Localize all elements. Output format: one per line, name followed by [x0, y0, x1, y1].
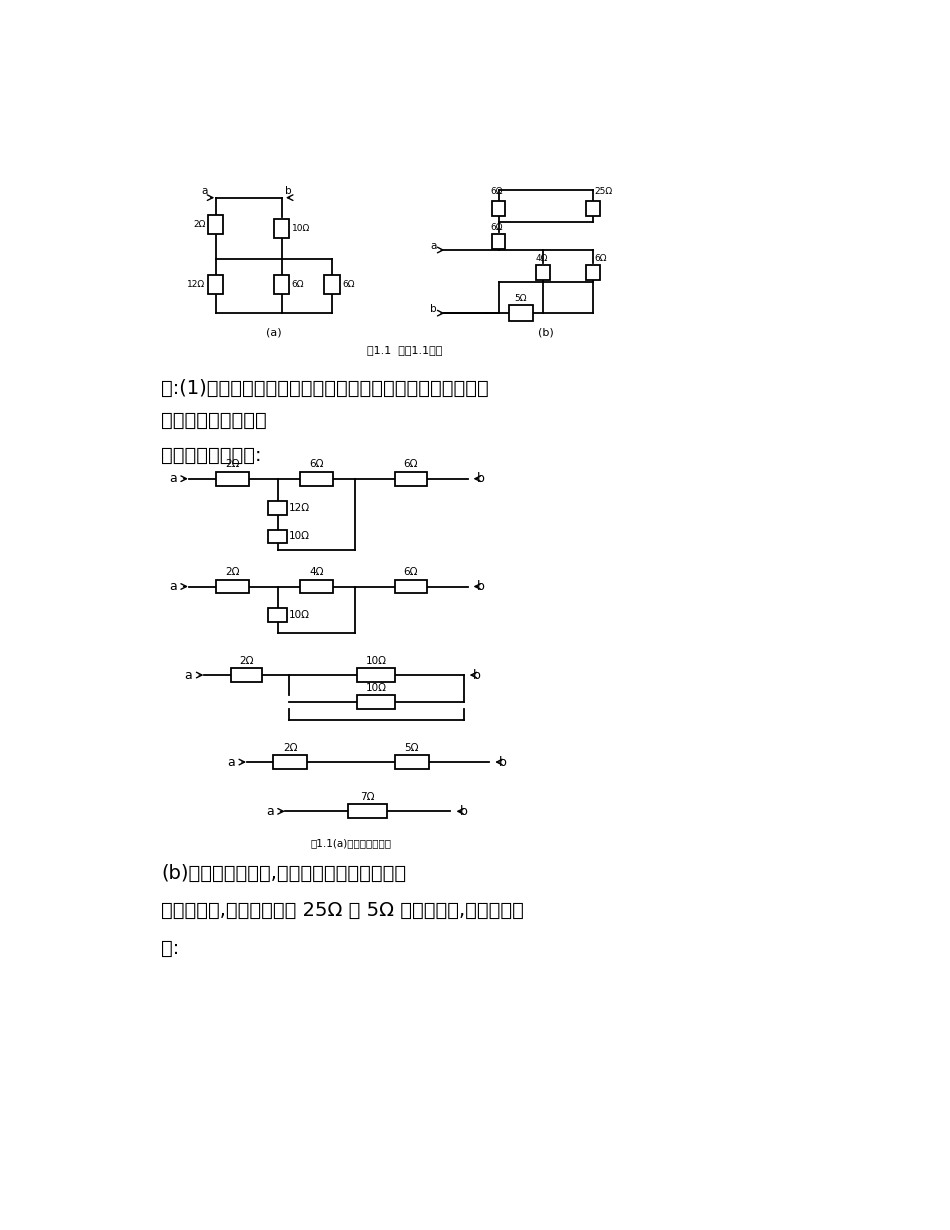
Bar — [509, 305, 533, 321]
Text: 6Ω: 6Ω — [404, 460, 418, 470]
Bar — [394, 472, 428, 486]
Text: 6Ω: 6Ω — [404, 567, 418, 577]
Text: b: b — [477, 581, 484, 593]
Text: 5Ω: 5Ω — [405, 743, 419, 753]
Text: 12Ω: 12Ω — [187, 280, 205, 289]
Text: (b): (b) — [538, 327, 554, 337]
Text: 6Ω: 6Ω — [292, 280, 304, 289]
Text: 图1.1  习题1.1的图: 图1.1 习题1.1的图 — [367, 346, 442, 355]
Text: (b)先将电路图化简,并转化为常规直流电路。: (b)先将电路图化简,并转化为常规直流电路。 — [162, 863, 407, 883]
Bar — [324, 276, 340, 294]
Text: (a): (a) — [266, 327, 281, 337]
Text: 6Ω: 6Ω — [491, 187, 504, 196]
Text: b: b — [477, 472, 484, 485]
Text: 2Ω: 2Ω — [225, 460, 240, 470]
Bar — [394, 579, 428, 593]
Text: 25Ω: 25Ω — [595, 187, 613, 196]
Text: 10Ω: 10Ω — [289, 610, 311, 620]
Text: 5Ω: 5Ω — [515, 294, 527, 303]
Bar — [274, 219, 289, 239]
Bar — [208, 215, 223, 234]
Bar — [300, 472, 332, 486]
Text: 7Ω: 7Ω — [360, 792, 374, 802]
Text: 图1.1(a)的等效变换电路: 图1.1(a)的等效变换电路 — [311, 838, 391, 847]
Text: b: b — [430, 304, 437, 315]
Bar — [491, 234, 505, 250]
Text: 10Ω: 10Ω — [292, 224, 310, 232]
Bar — [231, 668, 262, 681]
Text: 12Ω: 12Ω — [289, 503, 311, 513]
Bar — [268, 501, 287, 515]
Text: 2Ω: 2Ω — [193, 220, 205, 229]
Text: b: b — [499, 755, 506, 769]
Bar — [217, 472, 249, 486]
Bar — [208, 276, 223, 294]
Text: 6Ω: 6Ω — [342, 280, 354, 289]
Text: 为:: 为: — [162, 940, 180, 958]
Bar — [394, 755, 428, 769]
Text: 2Ω: 2Ω — [283, 743, 297, 753]
Bar — [586, 264, 600, 280]
Text: 10Ω: 10Ω — [289, 531, 311, 541]
Text: 10Ω: 10Ω — [366, 683, 387, 692]
Text: a: a — [169, 581, 177, 593]
Text: b: b — [473, 669, 481, 681]
Text: 2Ω: 2Ω — [239, 656, 254, 665]
Bar — [348, 804, 387, 818]
Bar — [537, 264, 550, 280]
Text: a: a — [201, 187, 208, 197]
Text: b: b — [285, 187, 292, 197]
Text: 该电路可等效化为:: 该电路可等效化为: — [162, 446, 262, 465]
Text: 6Ω: 6Ω — [309, 460, 324, 470]
Text: 4Ω: 4Ω — [536, 255, 548, 263]
Bar — [356, 668, 395, 681]
Bar — [217, 579, 249, 593]
Bar — [273, 755, 307, 769]
Text: a: a — [184, 669, 192, 681]
Text: a: a — [227, 755, 235, 769]
Text: 为常规的直流电路。: 为常规的直流电路。 — [162, 411, 267, 430]
Text: 6Ω: 6Ω — [595, 255, 607, 263]
Text: 4Ω: 4Ω — [309, 567, 324, 577]
Text: b: b — [460, 804, 467, 818]
Text: a: a — [266, 804, 274, 818]
Bar — [268, 608, 287, 622]
Bar — [274, 276, 289, 294]
Text: 解:(1)在求解电阻网络的等效电阻时，应先将电路化简并转化: 解:(1)在求解电阻网络的等效电阻时，应先将电路化简并转化 — [162, 379, 489, 397]
Text: a: a — [430, 241, 437, 251]
Bar — [491, 200, 505, 216]
Text: a: a — [169, 472, 177, 485]
Text: 10Ω: 10Ω — [366, 656, 387, 665]
Text: 2Ω: 2Ω — [225, 567, 240, 577]
Bar — [268, 530, 287, 544]
Text: 就本题而言,仔细分析发现 25Ω 和 5Ω 电阻被短路,则原图可化: 就本题而言,仔细分析发现 25Ω 和 5Ω 电阻被短路,则原图可化 — [162, 900, 524, 920]
Text: 6Ω: 6Ω — [491, 224, 504, 232]
Bar — [586, 200, 600, 216]
Bar — [356, 695, 395, 708]
Bar — [300, 579, 332, 593]
